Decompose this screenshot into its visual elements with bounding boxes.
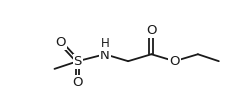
Text: O: O (170, 55, 180, 68)
Text: O: O (72, 76, 83, 89)
Text: N: N (100, 48, 110, 61)
Text: S: S (74, 55, 82, 68)
Text: O: O (146, 24, 156, 37)
Text: H: H (100, 37, 109, 50)
Text: O: O (56, 36, 66, 49)
